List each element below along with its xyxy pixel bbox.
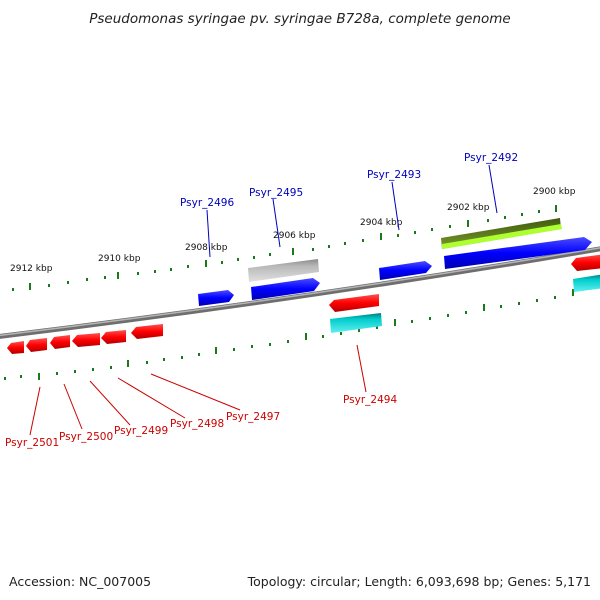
- gene-arrow-psyr-2496[interactable]: [198, 290, 234, 306]
- genome-backbone-highlight: [0, 247, 600, 337]
- gene-arrow-psyr-2497[interactable]: [101, 330, 126, 344]
- tick-label: 2910 kbp: [98, 254, 141, 264]
- gene-label[interactable]: Psyr_2496: [180, 197, 234, 209]
- genome-summary-text: Topology: circular; Length: 6,093,698 bp…: [247, 574, 591, 589]
- tick-label: 2908 kbp: [185, 243, 228, 253]
- reverse-leader-lines: [29, 344, 367, 436]
- gene-arrow-psyr-2493[interactable]: [379, 261, 432, 280]
- gene-label[interactable]: Psyr_2495: [249, 187, 303, 199]
- gene-bar-cyan: [330, 313, 382, 333]
- gene-label[interactable]: Psyr_2494: [343, 394, 397, 406]
- gene-label[interactable]: Psyr_2493: [367, 169, 421, 181]
- gene-arrow-psyr-2499[interactable]: [50, 335, 70, 349]
- gene-bar-gray: [248, 259, 319, 282]
- reverse-genes: [7, 254, 600, 354]
- gene-label[interactable]: Psyr_2499: [114, 425, 168, 437]
- forward-gene-labels: Psyr_2496 Psyr_2495 Psyr_2493 Psyr_2492: [180, 152, 518, 209]
- gene-bar-lime: [442, 224, 562, 249]
- gene-label[interactable]: Psyr_2492: [464, 152, 518, 164]
- tick-labels: 2912 kbp 2910 kbp 2908 kbp 2906 kbp 2904…: [10, 187, 576, 274]
- tick-label: 2912 kbp: [10, 264, 53, 274]
- gene-label[interactable]: Psyr_2501: [5, 437, 59, 449]
- gene-arrow-psyr-2501[interactable]: [7, 341, 24, 354]
- reverse-tick-track: [4, 289, 574, 380]
- gene-arrow-psyr-2496b[interactable]: [131, 324, 163, 339]
- tick-label: 2900 kbp: [533, 187, 576, 197]
- map-title: Pseudomonas syringae pv. syringae B728a,…: [89, 11, 511, 27]
- gene-label[interactable]: Psyr_2500: [59, 431, 113, 443]
- gene-label[interactable]: Psyr_2498: [170, 418, 224, 430]
- gene-arrow-psyr-2498[interactable]: [72, 333, 100, 347]
- gene-bar-cyan-partial: [573, 274, 600, 292]
- gene-arrow-psyr-2500[interactable]: [26, 338, 47, 352]
- reverse-gene-labels: Psyr_2501 Psyr_2500 Psyr_2499 Psyr_2498 …: [5, 394, 397, 449]
- tick-label: 2906 kbp: [273, 231, 316, 241]
- forward-genes: [198, 218, 592, 306]
- gene-arrow-psyr-2495[interactable]: [251, 278, 320, 300]
- genome-backbone: [0, 246, 600, 339]
- forward-tick-track: [12, 205, 557, 291]
- gene-arrow-partial-red[interactable]: [571, 254, 600, 271]
- gene-arrow-psyr-2492[interactable]: [444, 237, 592, 269]
- gene-arrow-psyr-2494[interactable]: [329, 294, 379, 312]
- tick-label: 2902 kbp: [447, 203, 490, 213]
- accession-text: Accession: NC_007005: [9, 574, 151, 589]
- gene-label[interactable]: Psyr_2497: [226, 411, 280, 423]
- forward-leader-lines: [206, 164, 498, 258]
- tick-label: 2904 kbp: [360, 218, 403, 228]
